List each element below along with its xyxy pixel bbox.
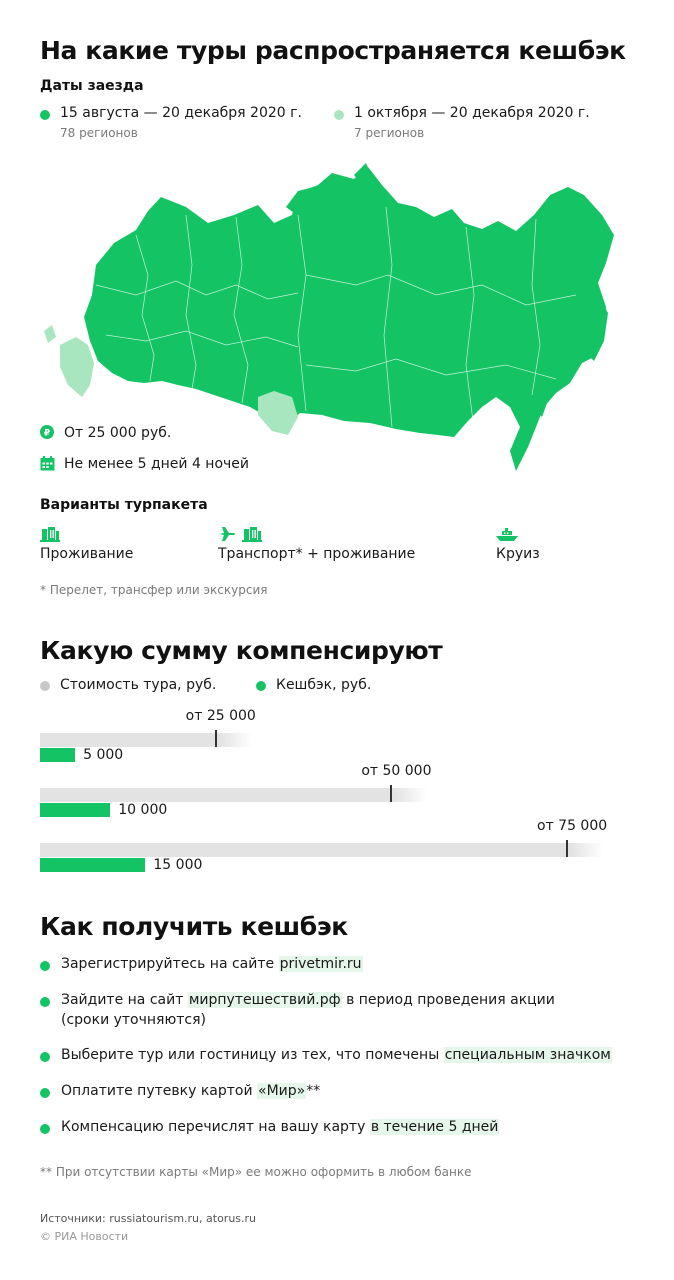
legend-label-main: 15 августа — 20 декабря 2020 г.	[60, 105, 302, 121]
package-label-stay: Проживание	[40, 546, 134, 562]
section-title-coverage: На какие туры распространяется кешбэк	[40, 36, 626, 65]
legend-dot-cost	[40, 681, 50, 691]
calendar-icon	[40, 456, 55, 471]
step-bullet	[40, 1052, 50, 1062]
step-bullet	[40, 997, 50, 1007]
legend-dot-cashback	[256, 681, 266, 691]
step-5-highlight: в течение 5 дней	[369, 1119, 500, 1135]
step-5: Компенсацию перечислят на вашу карту в т…	[61, 1119, 500, 1135]
section-title-howto: Как получить кешбэк	[40, 912, 348, 941]
min-price-text: От 25 000 руб.	[64, 425, 172, 441]
cost-label: от 25 000	[185, 708, 256, 724]
copyright: © РИА Новости	[40, 1230, 129, 1243]
package-label-transport: Транспорт* + проживание	[218, 546, 416, 562]
min-stay-text: Не менее 5 дней 4 ночей	[64, 456, 250, 472]
map-extra-regions	[44, 325, 298, 435]
step-bullet	[40, 961, 50, 971]
ship-icon	[496, 528, 518, 541]
cashback-bar	[40, 748, 76, 762]
legend-label-cashback: Кешбэк, руб.	[276, 677, 372, 693]
step-bullet	[40, 1088, 50, 1098]
step-1-link[interactable]: privetmir.ru	[278, 956, 363, 972]
cost-bar	[40, 843, 603, 857]
hotel-icon	[40, 527, 60, 542]
legend-label-cost: Стоимость тура, руб.	[60, 677, 217, 693]
cost-label: от 50 000	[361, 763, 432, 779]
cost-tick	[390, 785, 393, 802]
step-3: Выберите тур или гостиницу из тех, что п…	[61, 1047, 612, 1063]
ruble-icon: ₽	[40, 425, 54, 439]
footnote-transport: * Перелет, трансфер или экскурсия	[40, 583, 268, 597]
legend-label-extra: 1 октября — 20 декабря 2020 г.	[354, 105, 590, 121]
legend-dot-extra	[334, 110, 344, 120]
sources: Источники: russiatourism.ru, atorus.ru	[40, 1212, 257, 1225]
cashback-label: 5 000	[83, 747, 124, 763]
cashback-bar	[40, 803, 111, 817]
step-2-line2: (сроки уточняются)	[61, 1012, 206, 1028]
map-region-borders	[95, 206, 577, 430]
step-3-highlight: специальным значком	[443, 1047, 612, 1063]
map-main-regions	[84, 163, 614, 471]
dates-heading: Даты заезда	[40, 78, 144, 94]
cashback-label: 15 000	[153, 857, 203, 873]
step-bullet	[40, 1124, 50, 1134]
cost-label: от 75 000	[537, 818, 608, 834]
cost-bar	[40, 788, 428, 802]
plane-hotel-icon	[218, 526, 264, 546]
step-2: Зайдите на сайт мирпутешествий.рф в пери…	[61, 992, 555, 1008]
legend-sub-extra: 7 регионов	[354, 126, 425, 140]
cashback-chart: от 25 000 5 000 от 50 000 10 000 от 75 0…	[0, 700, 674, 880]
cost-bar	[40, 733, 252, 747]
step-2-link[interactable]: мирпутешествий.рф	[187, 992, 342, 1008]
svg-text:₽: ₽	[44, 429, 50, 439]
cashback-bar	[40, 858, 146, 872]
cashback-label: 10 000	[118, 802, 168, 818]
step-1: Зарегистрируйтесь на сайте privetmir.ru	[61, 956, 363, 972]
step-4: Оплатите путевку картой «Мир»**	[61, 1083, 321, 1099]
russia-map	[44, 163, 614, 471]
packages-heading: Варианты турпакета	[40, 497, 208, 513]
footnote-card: ** При отсутствии карты «Мир» ее можно о…	[40, 1165, 472, 1179]
legend-sub-main: 78 регионов	[60, 126, 138, 140]
step-4-highlight: «Мир»	[257, 1083, 307, 1099]
section-title-amount: Какую сумму компенсируют	[40, 636, 443, 665]
cost-tick	[566, 840, 568, 857]
package-label-cruise: Круиз	[496, 546, 540, 562]
cost-tick	[214, 730, 217, 747]
legend-dot-main	[40, 110, 50, 120]
